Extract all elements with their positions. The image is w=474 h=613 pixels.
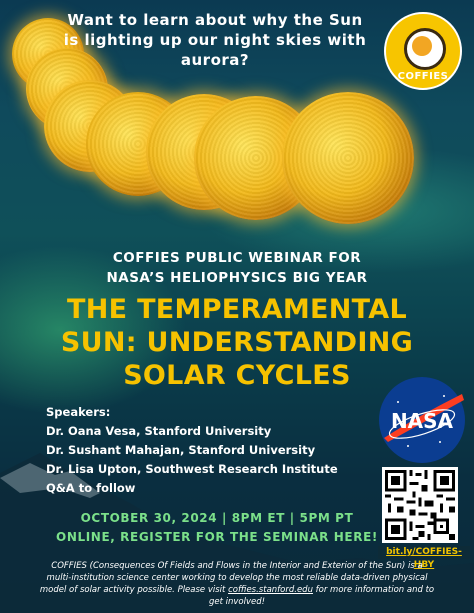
footer-description: COFFIES (Consequences Of Fields and Flow… [38,560,436,608]
mountain-silhouette [0,453,474,613]
footer-text-before: COFFIES (Consequences Of Fields and Flow… [39,561,428,595]
coffies-logo-text: COFFIES [397,71,449,82]
speakers-section: Speakers: Dr. Oana Vesa, Stanford Univer… [46,403,366,498]
footer-text-after: for more information and to get involved… [208,585,435,607]
qa-note: Q&A to follow [46,481,136,495]
speaker-item: Dr. Oana Vesa, Stanford University [46,424,272,438]
event-line-1: COFFIES PUBLIC WEBINAR FOR [112,250,362,266]
title-line-3: SOLAR CYCLES [123,360,351,391]
register-call-to-action: ONLINE, REGISTER FOR THE SEMINAR HERE! [56,530,378,544]
event-date-time: OCTOBER 30, 2024 | 8PM ET | 5PM PT [80,511,354,525]
speaker-item: Dr. Sushant Mahajan, Stanford University [46,443,316,457]
event-subheading: COFFIES PUBLIC WEBINAR FOR NASA’S HELIOP… [0,248,474,288]
speakers-heading: Speakers: [46,405,111,419]
nasa-logo: NASA [379,377,465,463]
registration-qr-code[interactable] [382,467,458,543]
event-details: OCTOBER 30, 2024 | 8PM ET | 5PM PT ONLIN… [0,509,434,547]
nasa-logo-text: NASA [391,409,454,433]
title-line-2: SUN: UNDERSTANDING [60,327,414,358]
sun-icon [412,36,432,56]
webinar-title: THE TEMPERAMENTAL SUN: UNDERSTANDING SOL… [0,293,474,392]
sun-image-7 [282,92,414,224]
headline: Want to learn about why the Sun is light… [63,11,367,69]
title-line-1: THE TEMPERAMENTAL [67,294,407,325]
coffies-logo: COFFIES [384,12,462,90]
event-line-2: NASA’S HELIOPHYSICS BIG YEAR [106,270,368,286]
speaker-item: Dr. Lisa Upton, Southwest Research Insti… [46,462,338,476]
registration-link[interactable]: bit.ly/COFFIES-HBY [378,546,470,570]
coffies-website-link[interactable]: coffies.stanford.edu [228,585,313,595]
